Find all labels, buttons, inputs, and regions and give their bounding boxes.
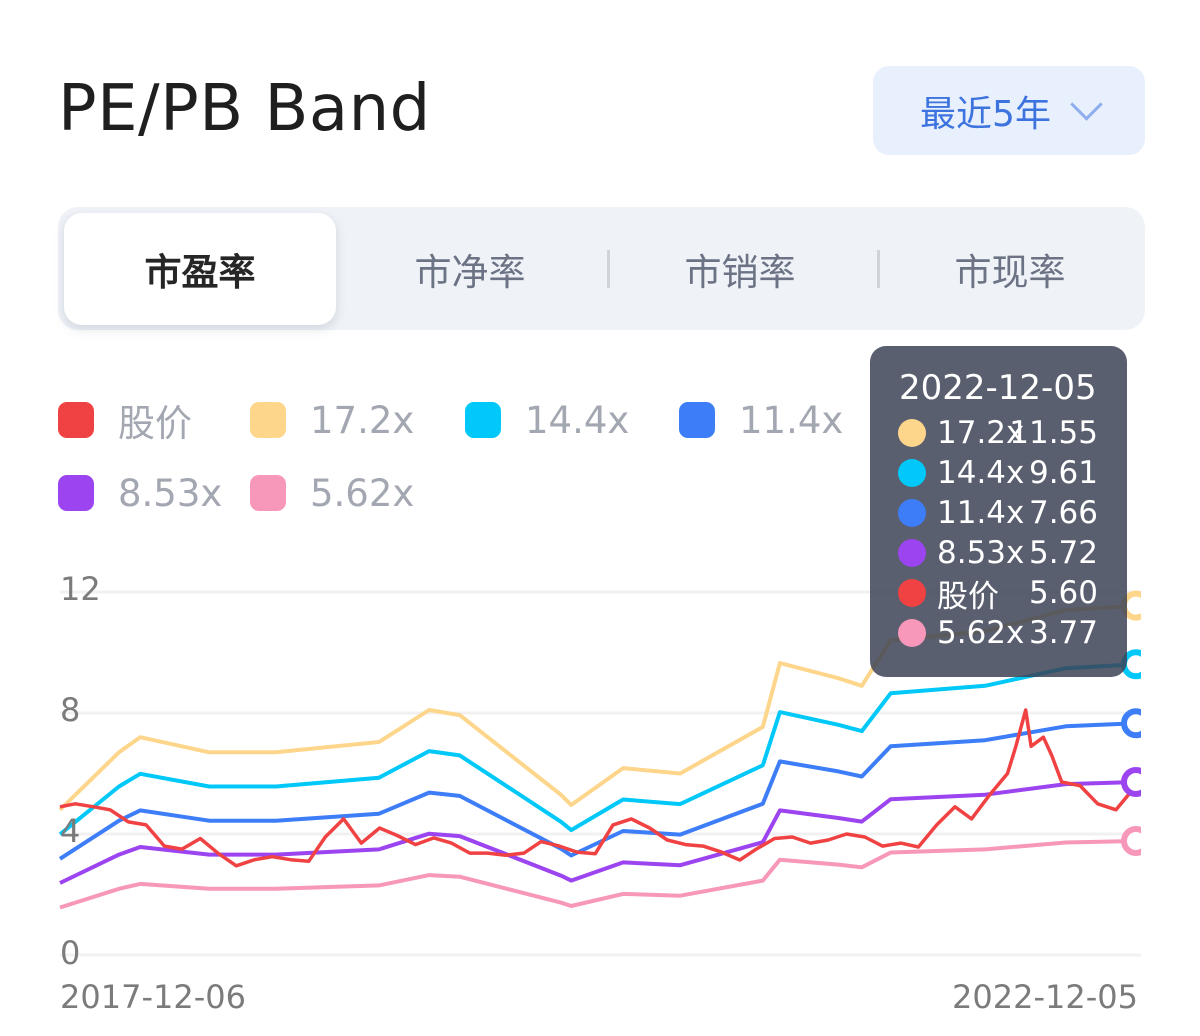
legend-swatch — [58, 402, 94, 438]
legend-label: 8.53x — [118, 471, 223, 515]
tooltip-label: 17.2x — [937, 415, 1025, 451]
tooltip-label: 14.4x — [937, 455, 1025, 491]
legend-swatch — [465, 402, 501, 438]
tooltip-value: 9.61 — [1028, 455, 1098, 491]
y-tick-label: 8 — [60, 691, 81, 729]
time-range-dropdown[interactable]: 最近5年 — [873, 66, 1145, 155]
tooltip-label: 5.62x — [937, 615, 1025, 651]
y-tick-label: 4 — [60, 812, 81, 850]
x-tick-label-end: 2022-12-05 — [952, 978, 1138, 1016]
series-line-11.4x — [58, 721, 1137, 861]
series-line-14.4x — [58, 662, 1137, 836]
legend-swatch — [679, 402, 715, 438]
y-tick-label: 0 — [60, 934, 81, 972]
tooltip-value: 11.55 — [1009, 415, 1098, 451]
legend-label: 5.62x — [310, 471, 415, 515]
tooltip-row: 5.62x 3.77 — [898, 613, 1098, 653]
tab-pb[interactable]: 市净率 — [414, 251, 526, 294]
tooltip-date: 2022-12-05 — [899, 368, 1097, 408]
legend-item-8.53x[interactable]: 8.53x — [58, 471, 223, 515]
time-range-label: 最近5年 — [920, 93, 1051, 135]
legend-item-11.4x[interactable]: 11.4x — [679, 398, 844, 442]
tooltip-label: 8.53x — [937, 535, 1025, 571]
legend-swatch — [250, 475, 286, 511]
tooltip-row: 股价 5.60 — [898, 573, 1098, 615]
legend-item-5.62x[interactable]: 5.62x — [250, 471, 415, 515]
chart-tooltip: 2022-12-05 17.2x 11.55 14.4x 9.61 11.4x 7.6… — [870, 346, 1127, 677]
tooltip-row: 14.4x 9.61 — [898, 453, 1098, 493]
tooltip-dot — [898, 499, 926, 527]
legend-item-price[interactable]: 股价 — [58, 400, 192, 445]
tooltip-dot — [898, 539, 926, 567]
tooltip-row: 8.53x 5.72 — [898, 533, 1098, 573]
tooltip-label: 11.4x — [937, 495, 1025, 531]
tooltip-value: 7.66 — [1028, 495, 1098, 531]
legend-swatch — [58, 475, 94, 511]
series-line-5.62x — [59, 839, 1137, 910]
series-line-price — [59, 708, 1138, 868]
tab-divider — [877, 250, 880, 288]
tab-divider — [607, 250, 610, 288]
tooltip-value: 5.72 — [1028, 535, 1098, 571]
legend-label: 11.4x — [739, 398, 844, 442]
legend-label: 14.4x — [525, 398, 630, 442]
tooltip-dot — [898, 619, 926, 647]
tooltip-row: 11.4x 7.66 — [898, 493, 1098, 533]
tooltip-row: 17.2x 11.55 — [898, 413, 1098, 453]
legend-label: 17.2x — [310, 398, 415, 442]
legend-swatch — [250, 402, 286, 438]
legend-item-17.2x[interactable]: 17.2x — [250, 398, 415, 442]
end-marker-5.62x — [1121, 825, 1141, 856]
tab-pe[interactable]: 市盈率 — [64, 213, 336, 325]
tooltip-dot — [898, 459, 926, 487]
end-marker-11.4x — [1121, 708, 1141, 739]
tooltip-value: 5.60 — [1028, 575, 1098, 611]
tooltip-dot — [898, 579, 926, 607]
page-title: PE/PB Band — [58, 72, 431, 146]
tooltip-value: 3.77 — [1028, 615, 1098, 651]
end-marker-8.53x — [1121, 766, 1141, 797]
tooltip-label: 股价 — [937, 578, 999, 615]
tab-pcf[interactable]: 市现率 — [954, 251, 1066, 294]
tooltip-dot — [898, 419, 926, 447]
tab-ps[interactable]: 市销率 — [684, 251, 796, 294]
x-tick-label-start: 2017-12-06 — [60, 978, 246, 1016]
metric-tabs: 市盈率 市净率 市销率 市现率 — [58, 207, 1145, 330]
pe-band-chart[interactable] — [0, 0, 1141, 1036]
legend-item-14.4x[interactable]: 14.4x — [465, 398, 630, 442]
y-tick-label: 12 — [60, 570, 101, 608]
legend-label: 股价 — [118, 402, 192, 445]
